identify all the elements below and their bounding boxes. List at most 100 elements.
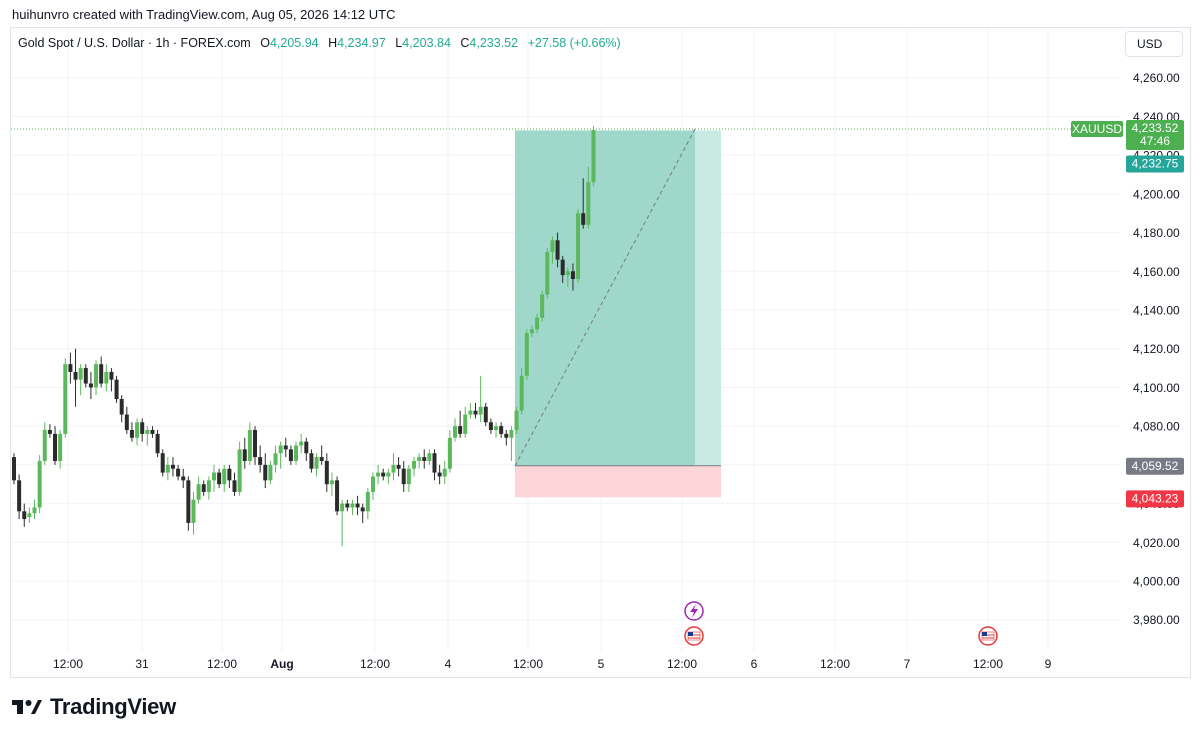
candle-body [273,453,278,465]
candle-body [453,426,458,438]
chart-caption: huihunvro created with TradingView.com, … [12,7,396,22]
candle [447,430,452,473]
candle [401,460,406,492]
x-tick-label: 6 [751,657,758,671]
candle-body [186,480,191,523]
candle-body [586,182,591,225]
candle [17,474,22,520]
candle-body [232,480,237,492]
candle-body [129,430,134,438]
candle [217,468,222,489]
candle [483,402,488,427]
candle-body [576,213,581,280]
us-flag-icon [978,626,998,646]
candle-body [294,445,299,461]
candle-body [519,375,524,411]
close-value: 4,233.52 [469,36,519,50]
candle [12,453,16,485]
y-tick-label: 4,160.00 [1133,265,1180,279]
candle-body [27,513,32,518]
chart-overlays [11,128,1120,646]
candle [519,368,524,415]
last-price-tag-bg [1126,119,1184,150]
candle-body [227,468,232,481]
candle [319,445,324,465]
candle-body [42,430,47,461]
flag-canton [982,632,987,636]
candle [422,449,427,469]
candle-body [447,437,452,469]
candle [514,406,519,434]
y-tick-label: 3,980.00 [1133,613,1180,627]
x-tick-label: 12:00 [513,657,543,671]
candle [499,422,504,438]
candle [370,472,375,500]
candle [576,209,581,283]
candle [37,455,42,514]
candle-body [104,371,109,384]
candle-body [304,441,309,454]
candle-body [376,472,381,477]
candle-body [504,433,509,438]
candle-body [53,433,58,461]
symbol-tag-text: XAUUSD [1072,122,1122,136]
candle-body [222,468,227,485]
currency-button[interactable]: USD [1125,31,1183,57]
candle-body [283,445,288,450]
entry-price-tag-text: 4,059.52 [1132,459,1179,473]
candle-body [191,499,196,523]
candle [468,402,473,419]
candle [304,437,309,461]
candle [411,457,416,477]
brand-name: TradingView [50,694,176,719]
candle-body [288,449,293,461]
candle [586,166,591,229]
symbol-title[interactable]: Gold Spot / U.S. Dollar · 1h · FOREX.com [18,36,251,50]
candle-body [488,422,493,431]
close-label: C [460,36,470,50]
stop-price-tag-text: 4,043.23 [1132,491,1179,505]
candle [237,441,242,496]
candle [155,430,160,458]
candle [232,472,237,496]
y-tick-label: 4,140.00 [1133,303,1180,317]
candle [432,449,437,481]
target-price-tag: 4,232.75 [1126,155,1184,173]
candle-body [540,294,545,318]
candle [176,464,181,481]
candle [591,126,596,187]
entry-price-tag: 4,059.52 [1126,457,1184,475]
candle-body [422,457,427,461]
candle [258,445,263,473]
candle-body [165,464,170,473]
candle-body [135,422,140,438]
candle [283,437,288,458]
high-value: 4,234.97 [337,36,386,50]
candle-body [145,430,150,434]
candle [381,468,386,481]
candle-body [529,329,534,334]
candle [201,480,206,496]
candle-body [458,426,463,434]
candle [376,464,381,485]
candle [114,375,119,403]
candle-body [160,453,165,473]
candle [206,476,211,500]
target-price-tag-bg [1126,155,1184,173]
entry-price-tag-bg [1126,457,1184,475]
candle-body [94,364,99,388]
candle [222,464,227,492]
candle-body [268,464,273,481]
candle [396,457,401,477]
candle [350,499,355,516]
candle-body [555,240,560,260]
candle [273,445,278,473]
candle [263,453,268,489]
candle-body [309,453,314,469]
candle-body [463,414,468,434]
candle-body [355,503,360,508]
candle [68,352,73,384]
